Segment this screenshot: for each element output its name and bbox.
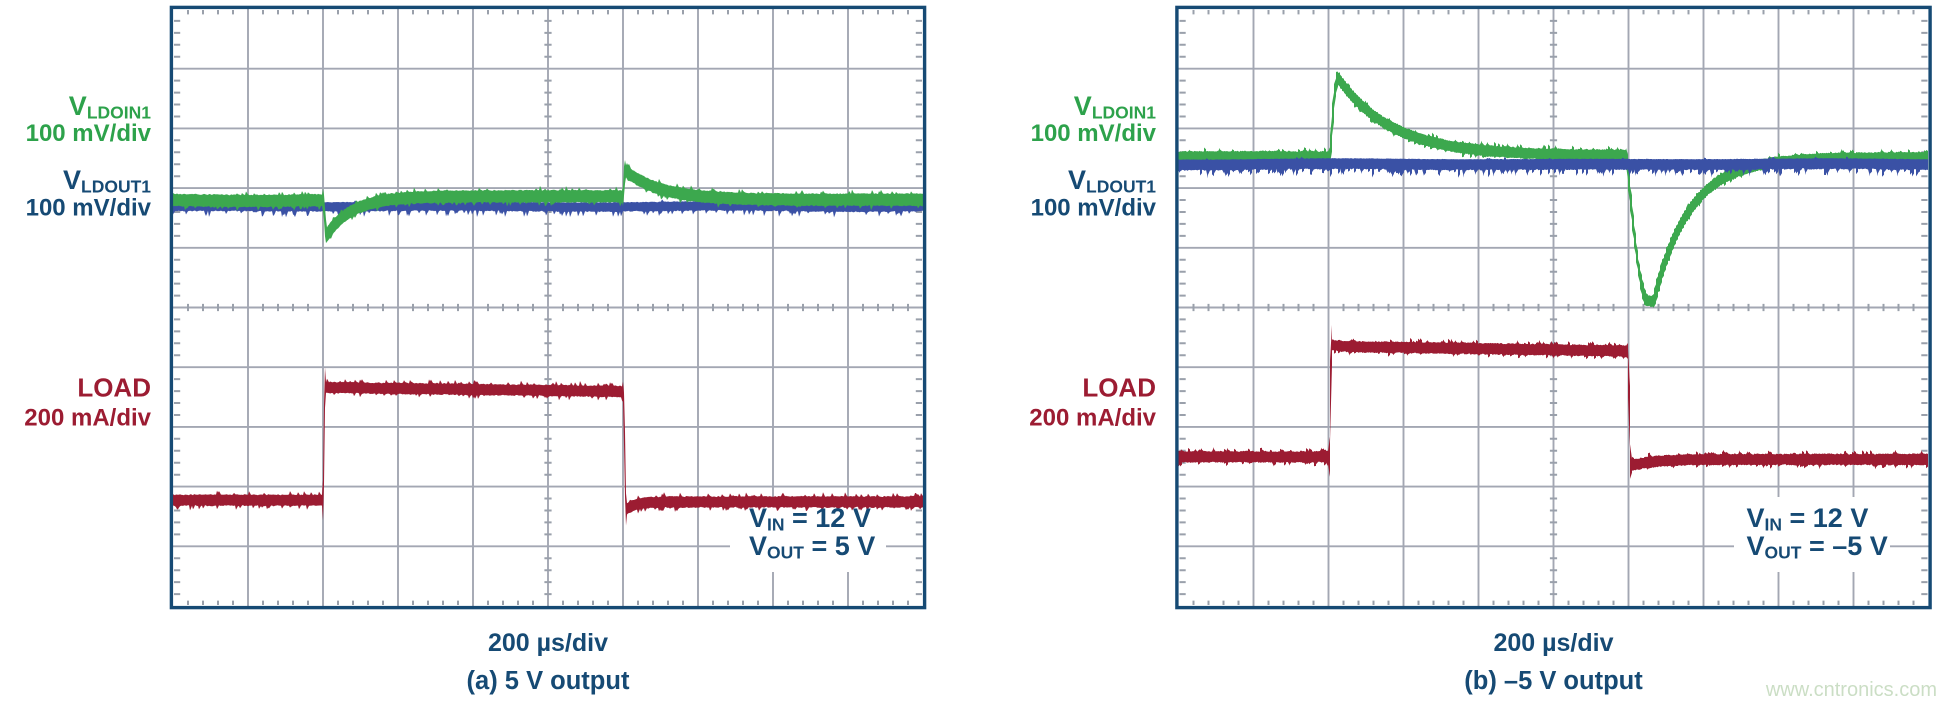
- svg-text:200 µs/div: 200 µs/div: [488, 629, 608, 657]
- svg-text:(b) –5 V output: (b) –5 V output: [1464, 667, 1643, 695]
- svg-text:100 mV/div: 100 mV/div: [1031, 195, 1157, 222]
- svg-text:www.cntronics.com: www.cntronics.com: [1765, 679, 1937, 701]
- svg-text:200 µs/div: 200 µs/div: [1493, 629, 1613, 657]
- svg-text:100 mV/div: 100 mV/div: [26, 195, 152, 222]
- svg-text:(a) 5 V output: (a) 5 V output: [467, 667, 630, 695]
- svg-text:VIN = 12 V: VIN = 12 V: [749, 503, 871, 535]
- svg-text:200 mA/div: 200 mA/div: [24, 405, 151, 432]
- svg-text:100 mV/div: 100 mV/div: [26, 120, 152, 147]
- svg-text:200 mA/div: 200 mA/div: [1029, 405, 1156, 432]
- svg-text:LOAD: LOAD: [1082, 373, 1156, 403]
- svg-text:LOAD: LOAD: [77, 373, 151, 403]
- svg-text:100 mV/div: 100 mV/div: [1031, 120, 1157, 147]
- svg-text:VOUT = 5 V: VOUT = 5 V: [749, 531, 875, 563]
